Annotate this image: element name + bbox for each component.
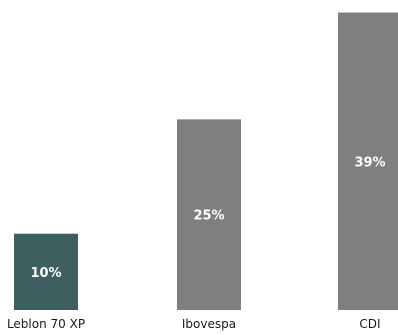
category-label-0: Leblon 70 XP — [7, 317, 85, 331]
category-label-2: CDI — [359, 317, 380, 331]
category-label-1: Ibovespa — [182, 317, 236, 331]
bar-value-label-1: 25% — [193, 209, 224, 224]
bar-value-label-0: 10% — [30, 266, 61, 281]
bar-value-label-2: 39% — [354, 155, 385, 170]
category-labels-group: Leblon 70 XP Ibovespa CDI — [7, 317, 381, 331]
bars-group — [14, 12, 398, 311]
bar-0 — [14, 233, 78, 310]
bar-1 — [177, 119, 241, 310]
bar-2 — [338, 12, 398, 311]
bar-value-labels-group: 10% 25% 39% — [30, 155, 385, 281]
